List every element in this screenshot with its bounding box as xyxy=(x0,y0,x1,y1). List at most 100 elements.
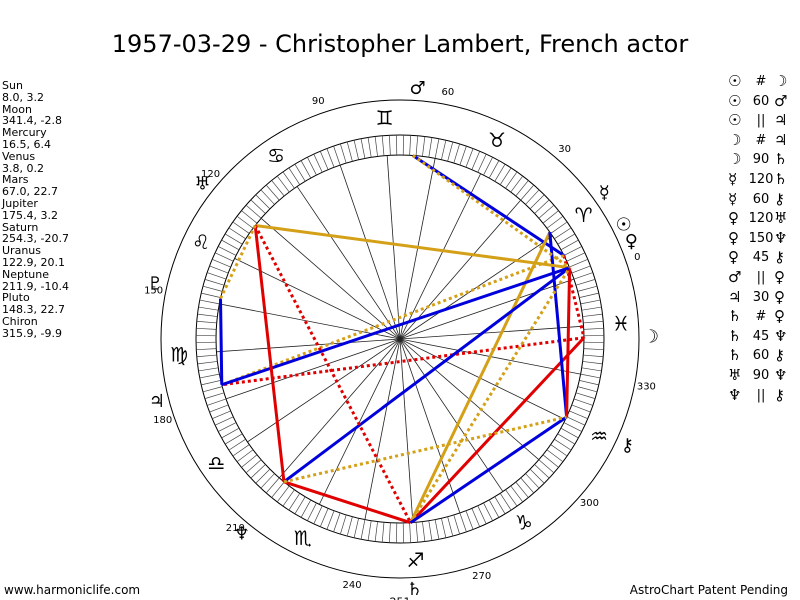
degree-tick xyxy=(580,299,601,305)
degree-tick xyxy=(196,320,217,324)
aspect-line-venus-chiron xyxy=(565,267,572,418)
degree-tick xyxy=(434,519,440,540)
degree-tick xyxy=(583,354,604,358)
degree-tick xyxy=(388,522,391,543)
degree-tick xyxy=(241,210,258,224)
aspect-line-mercury-chiron xyxy=(548,232,569,418)
degree-tick xyxy=(579,292,599,298)
degree-tick xyxy=(228,438,246,451)
degree-tick xyxy=(241,454,258,468)
degree-label: 150 xyxy=(144,286,163,297)
planet-position: 8.0, 3.2 xyxy=(2,90,44,104)
degree-tick xyxy=(201,292,221,298)
aspect-planet-a: ♄ xyxy=(728,307,742,326)
degree-tick xyxy=(212,410,231,420)
degree-tick xyxy=(550,221,568,234)
degree-tick xyxy=(573,398,593,406)
aspect-symbol: # xyxy=(755,132,767,148)
degree-tick xyxy=(199,373,220,379)
planet-position: 148.3, 22.7 xyxy=(2,303,65,317)
degree-tick xyxy=(300,499,312,518)
aspect-line-saturn-neptune xyxy=(283,480,412,525)
aspect-planet-a: ♂ xyxy=(728,267,742,286)
degree-tick xyxy=(294,496,306,515)
degree-tick xyxy=(319,508,329,527)
zodiac-sign: ♌ xyxy=(192,230,210,254)
aspect-planet-b: ♆ xyxy=(774,365,788,384)
planet-glyph-pluto: ♇ xyxy=(147,273,163,294)
degree-tick xyxy=(381,135,385,156)
aspect-entry: ♀ 120 ♅ xyxy=(728,209,792,229)
degree-tick xyxy=(388,135,391,156)
degree-tick xyxy=(202,386,223,393)
degree-labels: 0 30 60 90 120 150 180 210 240 270 300 330 251 xyxy=(144,87,656,600)
degree-label: 30 xyxy=(558,144,571,155)
planet-name: Chiron xyxy=(2,314,38,328)
spoke-line xyxy=(399,173,482,340)
chart-title: 1957-03-29 - Christopher Lambert, French… xyxy=(111,30,689,58)
degree-tick xyxy=(282,171,295,189)
degree-tick xyxy=(214,416,234,426)
degree-tick-band xyxy=(196,135,604,543)
aspect-planet-a: ☉ xyxy=(728,91,742,110)
aspect-line-pluto-uranus xyxy=(219,224,257,300)
aspect-planet-a: ♀ xyxy=(728,248,739,267)
degree-tick xyxy=(204,279,225,286)
degree-tick xyxy=(415,135,419,156)
planet-name: Mars xyxy=(2,173,29,187)
planet-name: Neptune xyxy=(2,267,50,281)
aspect-planet-b: ♆ xyxy=(774,326,788,345)
aspect-planet-a: ♅ xyxy=(728,365,742,384)
spoke-line xyxy=(219,303,401,340)
degree-tick xyxy=(346,141,353,162)
degree-tick xyxy=(209,265,229,274)
aspect-planet-a: ♃ xyxy=(728,287,742,306)
degree-tick xyxy=(566,252,586,262)
spoke-line xyxy=(386,155,401,340)
aspect-entry: ☉ 60 ♂ xyxy=(728,92,792,112)
aspect-planet-a: ☽ xyxy=(728,150,742,169)
aspect-line-pluto-jupiter xyxy=(219,298,224,385)
degree-tick xyxy=(374,521,378,542)
degree-tick xyxy=(367,137,372,158)
degree-tick xyxy=(255,194,271,210)
aspect-entry: ♅ 90 ♆ xyxy=(728,366,792,386)
aspect-entry: ♄ 60 ⚷ xyxy=(728,346,792,366)
degree-tick xyxy=(209,404,229,413)
aspect-symbol: 120 xyxy=(748,171,774,187)
spoke-line xyxy=(247,338,401,443)
planet-entry: Saturn 254.3, -20.7 xyxy=(2,221,69,246)
aspect-planet-b: ⚷ xyxy=(774,189,785,208)
aspect-line-jupiter-venus xyxy=(221,266,571,387)
degree-tick xyxy=(333,512,341,532)
degree-tick xyxy=(333,146,341,166)
planet-glyph-mars: ♂ xyxy=(409,78,425,99)
degree-tick xyxy=(260,473,275,489)
planet-name: Venus xyxy=(2,149,36,163)
planet-glyph-sun: ☉ xyxy=(616,215,632,236)
degree-tick xyxy=(581,367,602,372)
spoke-line xyxy=(399,235,553,340)
degree-tick xyxy=(255,468,271,484)
degree-tick xyxy=(326,148,335,168)
aspect-symbol: || xyxy=(756,113,766,129)
aspect-symbol: 60 xyxy=(752,191,770,207)
degree-tick xyxy=(288,167,301,185)
degree-tick xyxy=(494,163,506,182)
planet-entry: Chiron 315.9, -9.9 xyxy=(2,316,69,340)
degree-tick xyxy=(581,306,602,311)
degree-tick xyxy=(459,512,467,532)
spoke-line xyxy=(399,199,522,340)
degree-tick xyxy=(546,449,564,463)
spoke-line xyxy=(399,338,504,492)
zodiac-sign-ring: ♈ ♉ ♊ ♋ ♌ ♍ ♎ ♏ ♐ ♑ ♒ ♓ xyxy=(170,106,630,572)
spoke-line xyxy=(260,217,401,340)
aspect-entry: ♄ # ♀ xyxy=(728,307,792,327)
footer-patent: AstroChart Patent Pending xyxy=(629,583,788,597)
zodiac-sign: ♒ xyxy=(590,424,608,448)
degree-tick xyxy=(557,433,576,445)
degree-tick xyxy=(224,233,243,245)
degree-tick xyxy=(499,493,512,511)
planet-glyph-saturn: ♄ xyxy=(406,579,422,600)
aspect-line-mercury-saturn xyxy=(409,231,552,524)
